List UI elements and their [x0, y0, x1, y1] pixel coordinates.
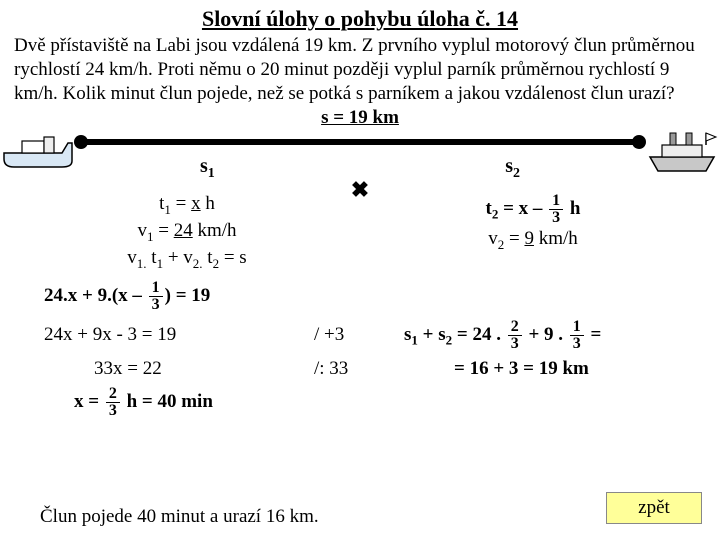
equation-row-1: 24.x + 9.(x – 13) = 19: [0, 280, 720, 313]
steamship-icon: [646, 131, 718, 175]
t1-expression: t1 = x h: [14, 193, 360, 218]
v2-expression: v2 = 9 km/h: [360, 228, 706, 253]
equation-row-4: x = 23 h = 40 min: [0, 386, 720, 419]
problem-text: Dvě přístaviště na Labi jsou vzdálená 19…: [0, 32, 720, 105]
distance-s1-label: s1: [200, 155, 215, 182]
vehicle1-column: t1 = x h v1 = 24 km/h v1. t1 + v2. t2 = …: [14, 193, 360, 273]
motion-diagram: s1 s2 ✖: [0, 131, 720, 189]
back-button[interactable]: zpět: [606, 492, 702, 524]
meeting-point-icon: ✖: [351, 177, 369, 203]
motorboat-icon: [2, 131, 74, 171]
equation-row-3: 33x = 22 /: 33 = 16 + 3 = 19 km: [0, 358, 720, 380]
equation-sum: v1. t1 + v2. t2 = s: [14, 247, 360, 272]
track-endpoint-right: [632, 135, 646, 149]
page-title: Slovní úlohy o pohybu úloha č. 14: [0, 0, 720, 32]
distance-label: s = 19 km: [0, 107, 720, 129]
distance-s2-label: s2: [505, 155, 520, 182]
v1-expression: v1 = 24 km/h: [14, 220, 360, 245]
answer-text: Člun pojede 40 minut a urazí 16 km.: [40, 506, 319, 528]
track-line: [80, 139, 640, 145]
t2-expression: t2 = x – 13 h: [360, 193, 706, 226]
vehicle2-column: t2 = x – 13 h v2 = 9 km/h: [360, 193, 706, 273]
equation-row-2: 24x + 9x - 3 = 19 / +3 s1 + s2 = 24 . 23…: [0, 319, 720, 352]
